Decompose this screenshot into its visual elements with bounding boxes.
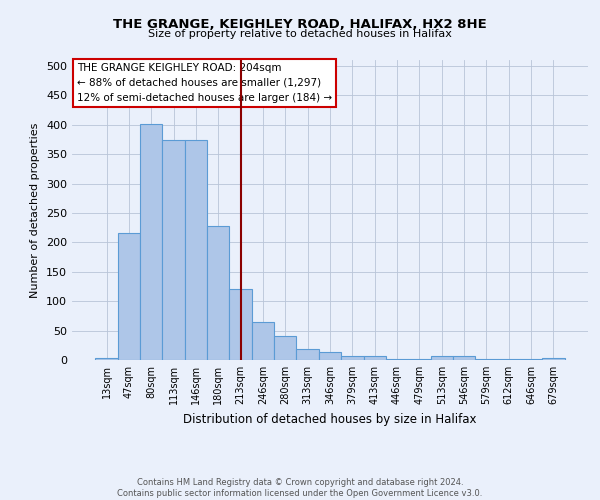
Bar <box>185 140 207 360</box>
Bar <box>207 226 229 360</box>
Bar <box>386 359 408 360</box>
Bar <box>296 350 319 360</box>
Bar <box>118 233 140 360</box>
Bar <box>341 356 364 360</box>
Text: THE GRANGE KEIGHLEY ROAD: 204sqm
← 88% of detached houses are smaller (1,297)
12: THE GRANGE KEIGHLEY ROAD: 204sqm ← 88% o… <box>77 63 332 102</box>
Bar <box>274 336 296 360</box>
Text: Contains HM Land Registry data © Crown copyright and database right 2024.
Contai: Contains HM Land Registry data © Crown c… <box>118 478 482 498</box>
Y-axis label: Number of detached properties: Number of detached properties <box>31 122 40 298</box>
X-axis label: Distribution of detached houses by size in Halifax: Distribution of detached houses by size … <box>183 412 477 426</box>
Bar <box>163 140 185 360</box>
Bar <box>95 358 118 360</box>
Bar <box>229 290 252 360</box>
Bar <box>140 124 163 360</box>
Bar <box>453 356 475 360</box>
Bar <box>252 322 274 360</box>
Bar <box>319 352 341 360</box>
Bar <box>542 358 565 360</box>
Bar <box>364 356 386 360</box>
Text: Size of property relative to detached houses in Halifax: Size of property relative to detached ho… <box>148 29 452 39</box>
Bar <box>431 356 453 360</box>
Bar <box>408 359 431 360</box>
Text: THE GRANGE, KEIGHLEY ROAD, HALIFAX, HX2 8HE: THE GRANGE, KEIGHLEY ROAD, HALIFAX, HX2 … <box>113 18 487 30</box>
